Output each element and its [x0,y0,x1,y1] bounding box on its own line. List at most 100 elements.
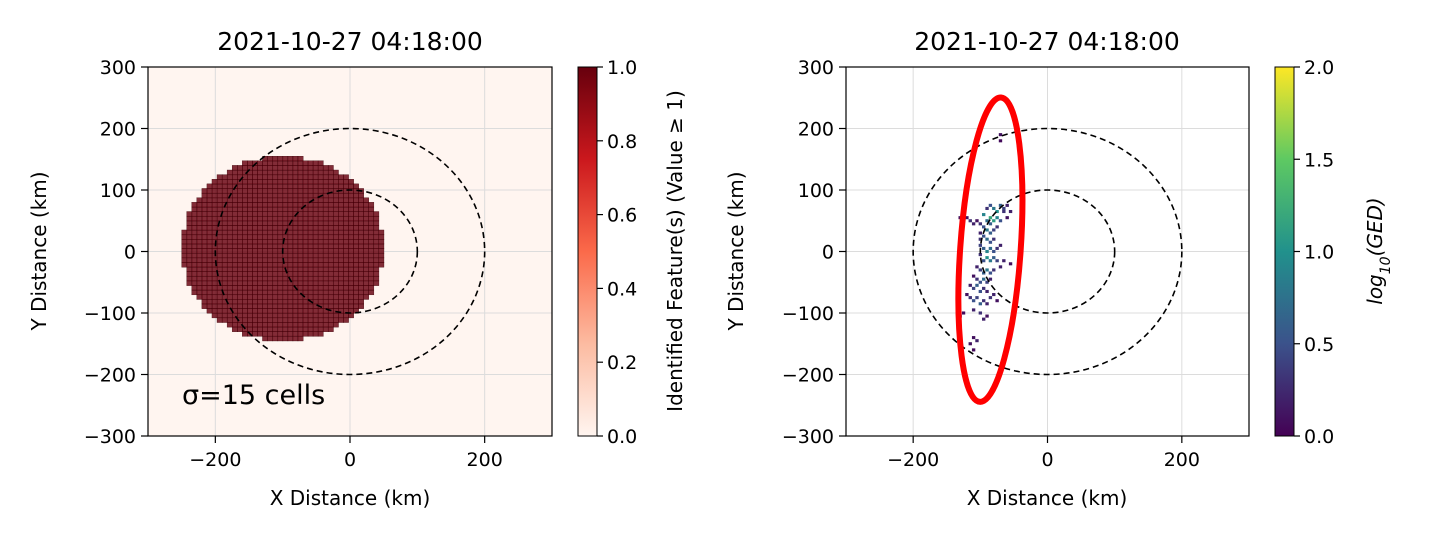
feature-cell [237,298,243,305]
feature-cell [231,285,238,291]
feature-cell [277,317,284,323]
feature-cell [287,257,294,263]
feature-cell [297,229,304,236]
feature-cell [343,206,349,213]
feature-cell [363,252,369,259]
feature-cell [262,243,268,249]
feature-cell [292,322,299,328]
feature-cell [186,215,193,222]
feature-cell [292,280,299,286]
feature-cell [277,257,284,263]
feature-cell [297,298,304,305]
feature-cell [226,312,233,319]
feature-cell [297,271,304,277]
feature-cell [242,160,248,166]
feature-cell [252,202,258,208]
feature-cell [353,225,359,231]
feature-cell [267,312,274,319]
feature-cell [343,220,349,226]
feature-cell [226,303,233,309]
feature-cell [307,317,314,323]
ged-panel: 2021-10-27 04:18:00 −200 0 200 −300 −200 −10… [724,27,1394,510]
feature-cell [191,220,198,226]
feature-cell [307,331,314,337]
feature-cell [297,331,304,337]
y-tick-label: 0 [124,242,136,264]
feature-cell [267,289,274,296]
feature-cell [353,285,359,291]
feature-cell [322,225,329,231]
feature-cell [302,160,309,166]
feature-cell [201,252,208,259]
feature-cell [327,248,334,254]
feature-cell [196,271,203,277]
feature-cell [237,220,243,226]
feature-cell [327,294,334,300]
left-range-rings [214,127,486,376]
feature-cell [272,229,279,236]
feature-cell [343,252,349,259]
feature-cell [221,308,228,314]
feature-cell [282,174,289,180]
feature-cell [322,169,329,176]
feature-cell [226,179,233,185]
feature-cell [201,234,208,240]
feature-cell [353,252,359,259]
feature-cell [378,229,385,236]
feature-cell [267,280,274,286]
feature-cell [216,206,223,213]
feature-cell [231,174,238,180]
feature-cell [317,229,324,236]
feature-cell [322,211,329,217]
feature-cell [206,308,213,314]
feature-cell [247,179,253,185]
feature-cell [327,317,334,323]
ged-cell [1005,203,1009,207]
feature-cell [332,266,339,272]
feature-cell [292,331,299,337]
feature-cell [353,266,359,272]
feature-cell [322,271,329,277]
feature-cell [267,262,274,268]
feature-cell [191,206,198,213]
feature-cell [287,174,294,180]
feature-cell [221,239,228,245]
feature-cell [363,280,369,286]
feature-cell [247,239,253,245]
feature-cell [237,165,243,171]
feature-cell [191,257,198,263]
feature-cell [282,197,289,203]
feature-cell [272,215,279,222]
feature-cell [257,215,263,222]
feature-cell [277,165,284,171]
feature-cell [307,252,314,259]
feature-cell [267,220,274,226]
feature-cell [343,280,349,286]
feature-cell [237,275,243,282]
feature-cell [272,220,279,226]
ged-cell [995,246,999,250]
feature-cell [226,275,233,282]
feature-cell [191,211,198,217]
feature-cell [307,285,314,291]
feature-cell [196,206,203,213]
feature-cell [267,294,274,300]
feature-cell [221,225,228,231]
feature-cell [317,289,324,296]
ged-cell [978,302,983,306]
feature-cell [317,179,324,185]
feature-cell [226,188,233,194]
feature-cell [237,183,243,189]
feature-cell [226,317,233,323]
feature-cell [312,294,319,300]
feature-cell [297,202,304,208]
feature-cell [332,275,339,282]
feature-cell [237,257,243,263]
feature-cell [348,294,354,300]
y-tick-label: 200 [798,119,834,141]
feature-cell [297,262,304,268]
feature-cell [247,308,253,314]
feature-cell [373,215,380,222]
feature-cell [201,289,208,296]
feature-cell [272,326,279,332]
